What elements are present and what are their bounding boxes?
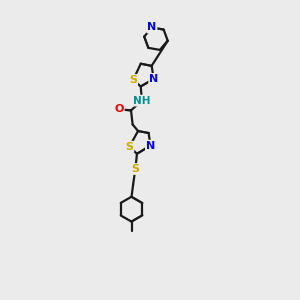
Text: N: N [147,22,157,32]
Text: N: N [146,141,155,151]
Text: S: S [129,75,137,85]
Text: O: O [114,104,124,114]
Text: N: N [149,74,158,84]
Text: S: S [125,142,134,152]
Text: NH: NH [133,96,151,106]
Text: S: S [131,164,139,174]
